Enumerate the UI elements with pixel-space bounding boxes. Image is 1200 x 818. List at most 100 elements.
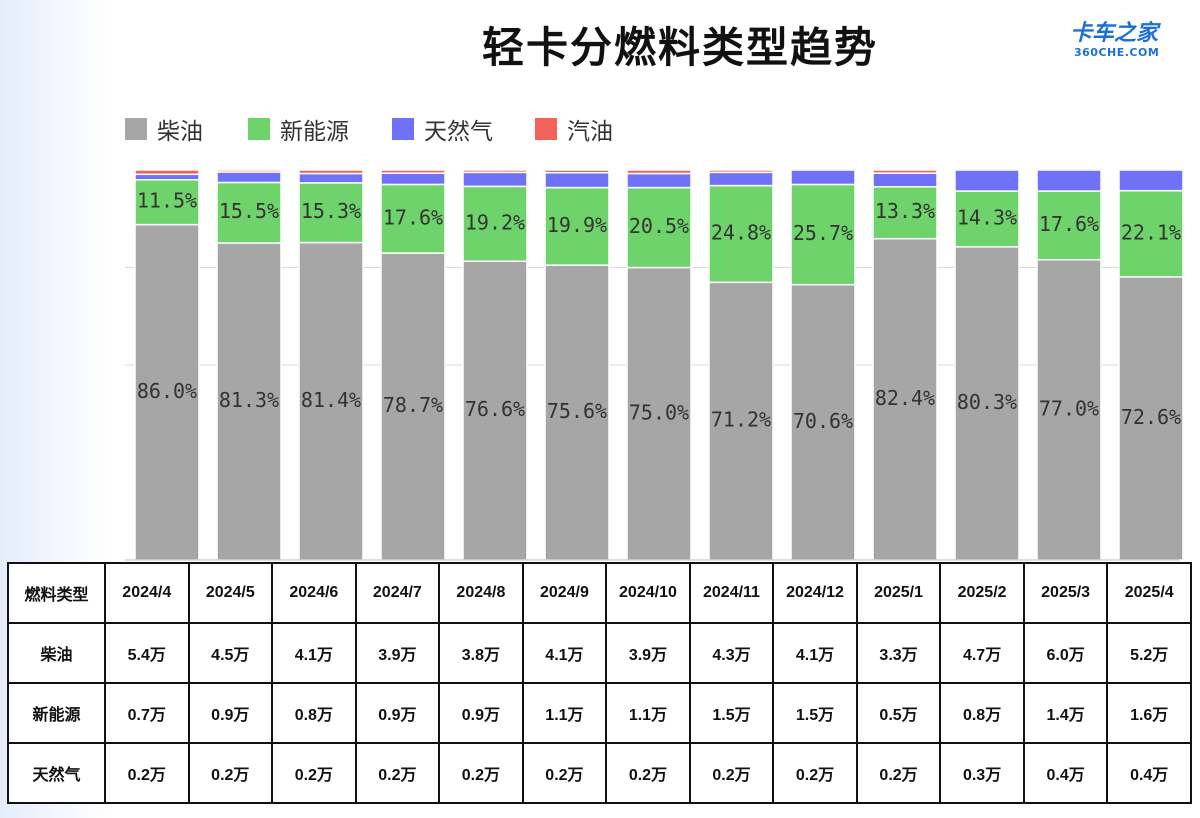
bar-petrol-7 <box>708 169 774 174</box>
table-header-row: 燃料类型 2024/4 2024/5 2024/6 2024/7 2024/8 2024/9… <box>7 562 1192 624</box>
data-label-diesel-0: 86.0% <box>137 379 197 403</box>
brand-logo: 卡车之家 360CHE.COM <box>1070 22 1180 64</box>
table-cell: 5.2万 <box>1106 622 1192 684</box>
data-label-ev-6: 20.5% <box>629 214 689 238</box>
table-cell: 0.8万 <box>939 682 1025 744</box>
data-label-ev-3: 17.6% <box>383 205 443 229</box>
table-cell: 0.2万 <box>688 742 775 804</box>
table-cell: 4.1万 <box>772 622 858 684</box>
bar-diesel-10 <box>954 246 1020 561</box>
table-cell: 0.9万 <box>354 682 441 744</box>
bar-ev-2 <box>298 182 364 244</box>
bar-petrol-9 <box>872 169 938 174</box>
bar-gas-11 <box>1036 169 1102 192</box>
table-cell: 4.3万 <box>688 622 775 684</box>
data-label-ev-12: 22.1% <box>1121 220 1181 244</box>
table-cell: 0.2万 <box>521 742 608 804</box>
bar-gas-7 <box>708 171 774 187</box>
bar-diesel-4 <box>462 260 528 561</box>
bar-ev-0 <box>134 179 200 226</box>
bar-gas-9 <box>872 172 938 188</box>
table-cell: 4.1万 <box>521 622 608 684</box>
data-label-ev-0: 11.5% <box>137 189 197 213</box>
bar-ev-7 <box>708 184 774 284</box>
data-label-ev-11: 17.6% <box>1039 212 1099 236</box>
bar-diesel-5 <box>544 264 610 561</box>
table-cell: 0.2万 <box>605 742 691 804</box>
data-label-ev-4: 19.2% <box>465 210 525 234</box>
legend-swatch-ev <box>248 118 270 140</box>
table-cell: 0.4万 <box>1022 742 1109 804</box>
data-table: 燃料类型 2024/4 2024/5 2024/6 2024/7 2024/8 2024/9… <box>7 562 1192 804</box>
table-cell: 2024/8 <box>438 562 524 624</box>
data-label-ev-5: 19.9% <box>547 213 607 237</box>
table-cell: 6.0万 <box>1022 622 1109 684</box>
table-cell: 0.9万 <box>438 682 524 744</box>
bar-petrol-6 <box>626 169 692 175</box>
table-cell: 0.2万 <box>104 742 190 804</box>
data-label-ev-8: 25.7% <box>793 221 853 245</box>
bar-ev-8 <box>790 183 856 286</box>
bar-gas-10 <box>954 169 1020 192</box>
bar-diesel-11 <box>1036 258 1102 561</box>
data-label-diesel-12: 72.6% <box>1121 405 1181 429</box>
bar-gas-5 <box>544 171 610 189</box>
bar-diesel-8 <box>790 283 856 561</box>
table-cell: 0.9万 <box>187 682 274 744</box>
table-cell: 0.2万 <box>271 742 357 804</box>
legend-label-diesel: 柴油 <box>157 119 203 145</box>
legend-item-petrol: 汽油 <box>535 114 613 145</box>
table-cell: 3.3万 <box>855 622 942 684</box>
bar-diesel-3 <box>380 252 446 561</box>
table-cell: 0.5万 <box>855 682 942 744</box>
bar-gas-3 <box>380 172 446 186</box>
table-row-header: 燃料类型 <box>7 562 106 624</box>
data-label-diesel-11: 77.0% <box>1039 396 1099 420</box>
bar-ev-5 <box>544 186 610 266</box>
data-label-diesel-5: 75.6% <box>547 399 607 423</box>
data-label-ev-7: 24.8% <box>711 220 771 244</box>
bar-diesel-1 <box>216 242 282 561</box>
bar-diesel-0 <box>134 223 200 561</box>
bar-gas-4 <box>462 171 528 188</box>
bar-gas-6 <box>626 172 692 189</box>
bar-petrol-5 <box>544 169 610 174</box>
legend-item-ev: 新能源 <box>248 114 349 145</box>
table-cell: 2024/6 <box>271 562 357 624</box>
legend-item-gas: 天然气 <box>392 114 493 145</box>
data-label-ev-10: 14.3% <box>957 205 1017 229</box>
table-cell: 1.5万 <box>688 682 775 744</box>
legend-item-diesel: 柴油 <box>125 114 203 145</box>
table-cell: 3.8万 <box>438 622 524 684</box>
table-cell: 0.2万 <box>855 742 942 804</box>
table-cell: 2025/4 <box>1106 562 1192 624</box>
bar-gas-0 <box>134 173 200 181</box>
table-cell: 2024/7 <box>354 562 441 624</box>
data-label-ev-9: 13.3% <box>875 199 935 223</box>
data-label-diesel-8: 70.6% <box>793 409 853 433</box>
bar-petrol-3 <box>380 169 446 174</box>
table-cell: 1.6万 <box>1106 682 1192 744</box>
table-cell: 0.7万 <box>104 682 190 744</box>
data-label-diesel-10: 80.3% <box>957 390 1017 414</box>
table-cell: 4.5万 <box>187 622 274 684</box>
table-cell: 0.2万 <box>438 742 524 804</box>
brand-logo-url: 360CHE.COM <box>1074 46 1160 59</box>
legend-label-ev: 新能源 <box>280 119 349 145</box>
table-cell: 2024/9 <box>521 562 608 624</box>
table-row: 新能源 0.7万 0.9万 0.8万 0.9万 0.9万 1.1万 1.1万 1.5万 1.5万 0… <box>7 682 1192 744</box>
bar-ev-6 <box>626 186 692 269</box>
table-cell: 2025/3 <box>1022 562 1109 624</box>
table-cell: 2025/1 <box>855 562 942 624</box>
table-cell: 1.5万 <box>772 682 858 744</box>
bar-diesel-7 <box>708 281 774 561</box>
legend-swatch-petrol <box>535 118 557 140</box>
table-cell: 2024/12 <box>772 562 858 624</box>
table-cell: 0.2万 <box>354 742 441 804</box>
legend-label-gas: 天然气 <box>424 119 493 145</box>
bar-petrol-2 <box>298 169 364 175</box>
table-cell: 2024/4 <box>104 562 190 624</box>
data-label-diesel-7: 71.2% <box>711 408 771 432</box>
bar-gas-8 <box>790 169 856 186</box>
